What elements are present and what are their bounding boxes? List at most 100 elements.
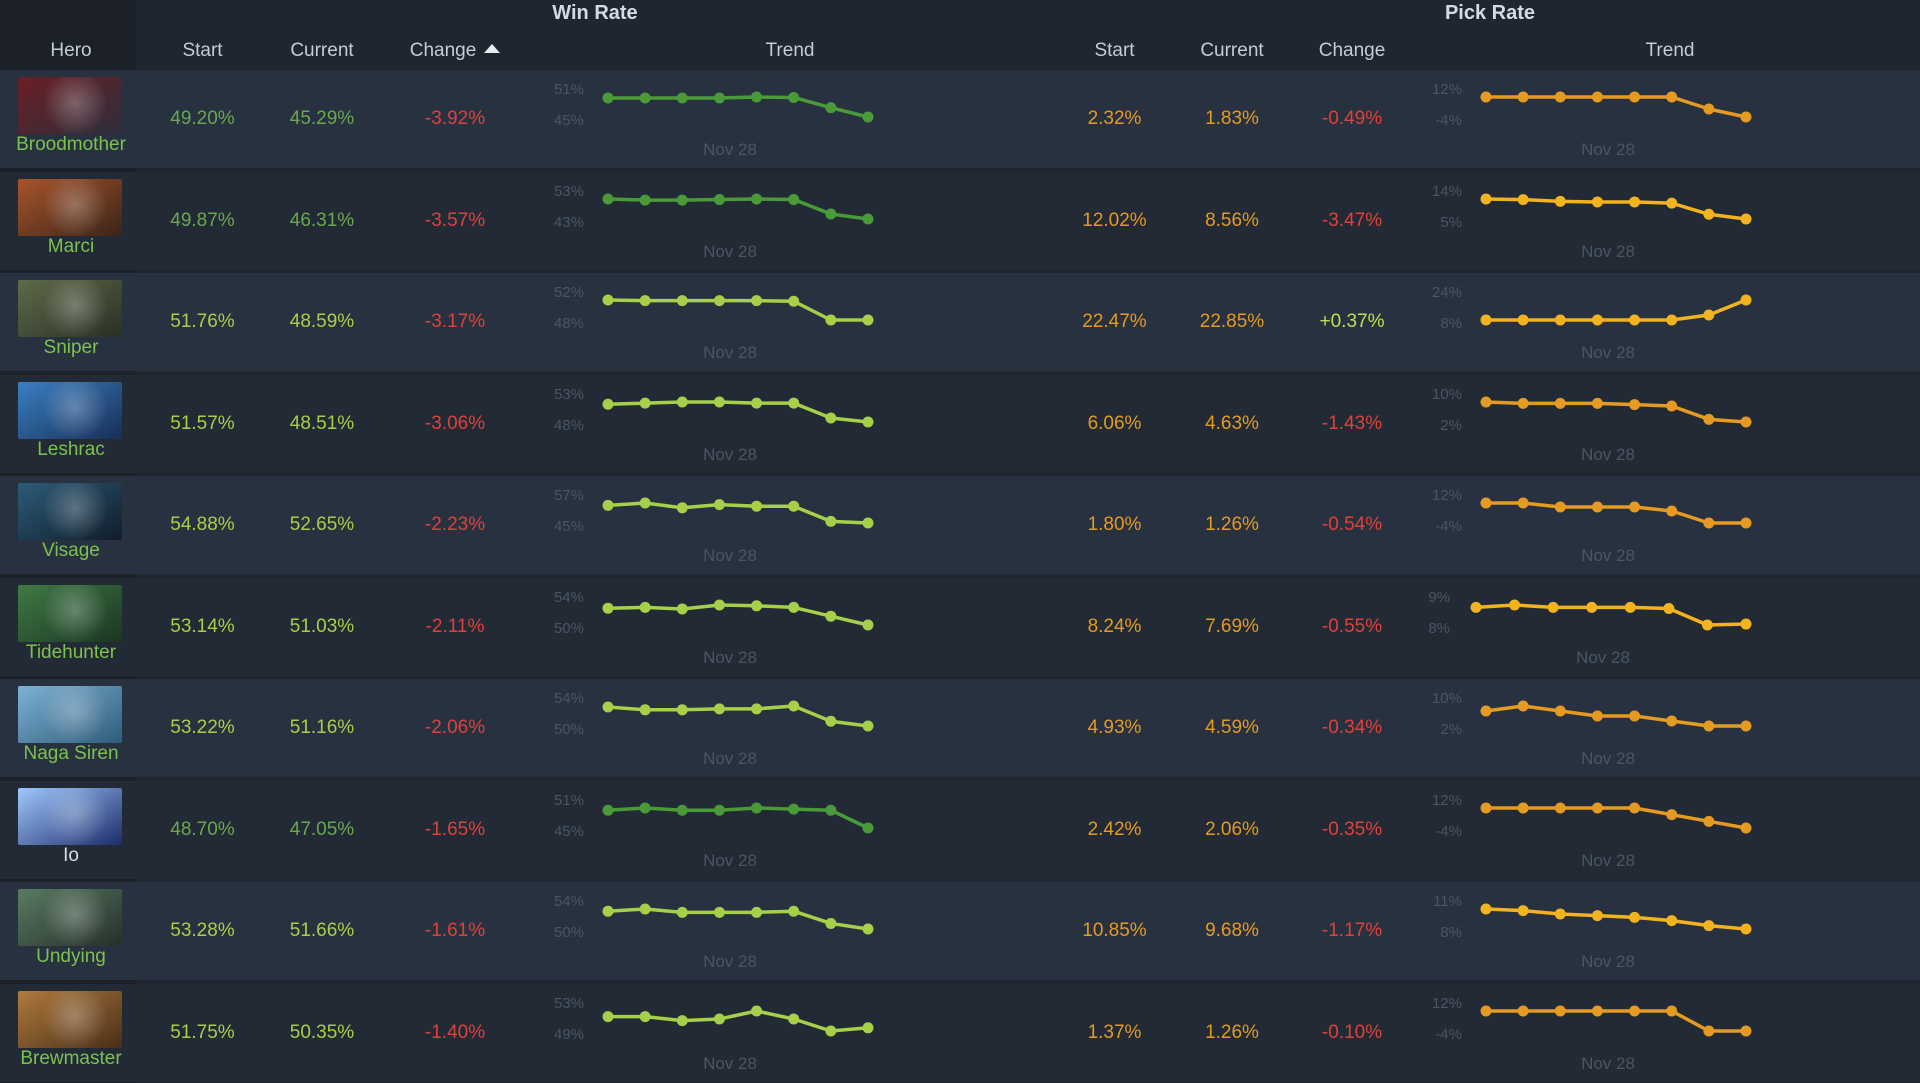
trend-point [602, 398, 614, 410]
trend-point [1740, 517, 1752, 529]
hero-name[interactable]: Broodmother [16, 134, 126, 155]
trend-point [862, 517, 874, 529]
table-row[interactable]: Leshrac 51.57% 48.51% -3.06% 53% 48% Nov 28 6.0… [0, 374, 1920, 473]
pr-start-value: 2.32% [1087, 108, 1142, 129]
trend-point [1554, 91, 1566, 103]
trend-point [639, 704, 651, 716]
table-row[interactable]: Visage 54.88% 52.65% -2.23% 57% 45% Nov 28 1.80… [0, 476, 1920, 574]
pr-trend-sparkline: 11% 8% Nov 28 [1433, 893, 1752, 971]
hero-name[interactable]: Sniper [43, 337, 99, 358]
wr-current-value: 52.65% [289, 514, 355, 535]
hero-cell[interactable]: Sniper [6, 275, 136, 371]
pr-change-value: -0.34% [1321, 717, 1383, 738]
table-row[interactable]: Broodmother 49.20% 45.29% -3.92% 51% 45% Nov 2… [0, 70, 1920, 168]
trend-point [1740, 111, 1752, 123]
trend-axis-max-label: 57% [554, 487, 584, 504]
trend-point [602, 1010, 614, 1022]
leshrac-portrait [18, 381, 122, 439]
trend-point [1629, 91, 1641, 103]
hero-name[interactable]: Tidehunter [25, 641, 117, 663]
table-row[interactable]: Undying 53.28% 51.66% -1.61% 54% 50% Nov 28 10.… [0, 882, 1920, 980]
column-header-wr-current[interactable]: Current [290, 40, 354, 61]
portrait-highlight [18, 280, 122, 337]
trend-point [1666, 505, 1678, 517]
hero-cell[interactable]: Io [6, 783, 136, 879]
trend-point [713, 599, 725, 610]
trend-axis-min-label: 45% [554, 112, 584, 129]
trend-date-label: Nov 28 [1581, 1054, 1635, 1073]
column-header-hero[interactable]: Hero [50, 40, 92, 61]
wr-change-value: -2.11% [425, 615, 485, 637]
trend-point [1547, 601, 1559, 613]
trend-point [1629, 1005, 1641, 1016]
column-header-wr-change[interactable]: Change [395, 34, 515, 68]
pr-start-value: 10.85% [1082, 920, 1147, 941]
trend-point [788, 500, 800, 512]
hero-name[interactable]: Marci [47, 235, 95, 257]
hero-cell[interactable]: Visage [6, 478, 136, 574]
trend-point [1554, 397, 1566, 409]
trend-point [713, 193, 725, 205]
pr-current-value: 1.26% [1205, 514, 1259, 535]
trend-axis-min-label: 2% [1440, 721, 1462, 738]
pr-trend-sparkline: 12% -4% Nov 28 [1432, 995, 1752, 1073]
wr-trend-sparkline: 53% 43% Nov 28 [554, 183, 874, 261]
trend-axis-min-label: -4% [1435, 823, 1462, 840]
trend-axis-max-label: 52% [554, 284, 584, 301]
hero-name[interactable]: Naga Siren [23, 743, 119, 764]
column-header-pr-change[interactable]: Change [1318, 40, 1386, 61]
broodmother-portrait [18, 77, 122, 134]
hero-name[interactable]: Leshrac [37, 438, 105, 460]
trend-point [825, 102, 837, 114]
wr-current-value: 47.05% [289, 818, 355, 840]
table-row[interactable]: Marci 49.87% 46.31% -3.57% 53% 43% Nov 28 12.02… [0, 171, 1920, 270]
trend-point [788, 397, 800, 409]
portrait-highlight [18, 77, 122, 134]
trend-point [825, 715, 837, 727]
trend-axis-min-label: 50% [554, 620, 584, 637]
trend-point [1591, 397, 1603, 409]
wr-change-value: -2.23% [424, 514, 486, 535]
pr-change-value: -0.54% [1321, 514, 1383, 535]
hero-name[interactable]: Visage [42, 540, 100, 561]
trend-point [639, 601, 651, 613]
table-row[interactable]: Io 48.70% 47.05% -1.65% 51% 45% Nov 28 2.42% 2.0… [0, 780, 1920, 879]
trend-point [1554, 501, 1566, 513]
trend-point [751, 906, 763, 918]
hero-name[interactable]: Io [63, 844, 79, 866]
trend-point [713, 703, 725, 715]
hero-cell[interactable]: Brewmaster [6, 986, 136, 1082]
wr-start-value: 54.88% [170, 514, 235, 535]
column-header-wr-change-label: Change [409, 40, 477, 61]
table-row[interactable]: Tidehunter 53.14% 51.03% -2.11% 54% 50% Nov 28… [0, 577, 1920, 676]
trend-axis-max-label: 51% [554, 81, 584, 98]
hero-name[interactable]: Undying [36, 946, 106, 967]
trend-line [608, 95, 869, 119]
pr-start-value: 2.42% [1087, 818, 1142, 840]
column-header-wr-trend[interactable]: Trend [765, 40, 815, 61]
trend-axis-max-label: 14% [1432, 183, 1462, 200]
hero-cell[interactable]: Marci [6, 174, 136, 270]
hero-cell[interactable]: Leshrac [6, 377, 136, 473]
hero-cell[interactable]: Naga Siren [6, 681, 136, 777]
column-header-pr-start[interactable]: Start [1094, 40, 1135, 61]
hero-cell[interactable]: Undying [6, 884, 136, 980]
trend-point [1666, 197, 1678, 209]
pr-start-value: 1.80% [1087, 514, 1142, 535]
column-header-wr-start[interactable]: Start [182, 40, 223, 61]
column-header-pr-current[interactable]: Current [1200, 40, 1264, 61]
pr-change-value: -0.55% [1321, 615, 1383, 637]
trend-point [1480, 497, 1492, 509]
hero-cell[interactable]: Tidehunter [6, 580, 136, 676]
trend-point [639, 194, 651, 206]
trend-point [1740, 822, 1752, 833]
visage-portrait [18, 483, 122, 540]
column-header-pr-trend[interactable]: Trend [1645, 40, 1695, 61]
trend-point [713, 499, 725, 511]
hero-name[interactable]: Brewmaster [20, 1047, 122, 1069]
hero-cell[interactable]: Broodmother [6, 72, 136, 168]
table-row[interactable]: Brewmaster 51.75% 50.35% -1.40% 53% 49% Nov 28… [0, 983, 1920, 1082]
table-row[interactable]: Naga Siren 53.22% 51.16% -2.06% 54% 50% Nov 28… [0, 679, 1920, 777]
table-row[interactable]: Sniper 51.76% 48.59% -3.17% 52% 48% Nov 28 22.4… [0, 273, 1920, 371]
wr-change-value: -3.92% [424, 108, 486, 129]
